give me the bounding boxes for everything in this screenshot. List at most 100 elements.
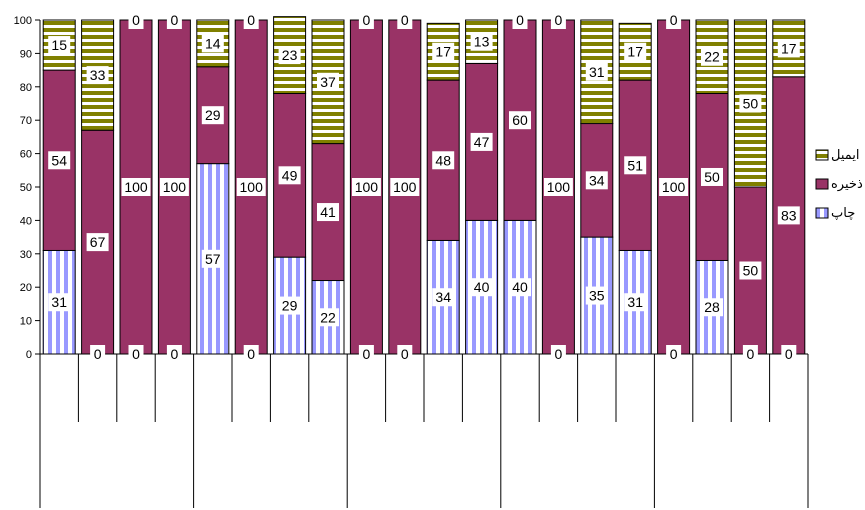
- data-label: 41: [320, 204, 336, 220]
- data-label-background: [243, 345, 259, 363]
- data-label: 22: [320, 309, 336, 325]
- data-label: 0: [555, 346, 563, 362]
- data-label-background: [278, 166, 301, 185]
- data-label-background: [358, 345, 374, 363]
- data-label: 0: [401, 346, 409, 362]
- y-tick-label: 30: [20, 249, 32, 261]
- data-label: 0: [94, 346, 102, 362]
- data-label-background: [121, 178, 151, 196]
- data-label-background: [201, 34, 224, 53]
- legend-label: چاپ: [831, 205, 855, 220]
- data-label: 29: [205, 107, 221, 123]
- y-tick-label: 100: [14, 15, 32, 27]
- data-label-background: [742, 345, 758, 363]
- data-label: 31: [589, 64, 605, 80]
- data-label-background: [48, 151, 71, 170]
- data-label: 0: [670, 346, 678, 362]
- legend-swatch: [815, 149, 829, 161]
- data-label-background: [236, 178, 266, 196]
- data-label-background: [470, 32, 493, 51]
- data-label-background: [470, 278, 493, 297]
- data-label: 0: [247, 346, 255, 362]
- data-label: 29: [282, 298, 298, 314]
- data-label: 0: [670, 12, 678, 28]
- data-label: 0: [747, 346, 755, 362]
- data-label: 50: [704, 169, 720, 185]
- data-label: 49: [282, 167, 298, 183]
- data-label-background: [351, 178, 381, 196]
- data-label: 40: [474, 279, 490, 295]
- data-label: 17: [435, 44, 451, 60]
- data-label: 0: [132, 346, 140, 362]
- data-label: 100: [124, 179, 148, 195]
- legend: ایمیل ذخیره چاپ: [815, 147, 863, 220]
- data-label-background: [317, 72, 339, 91]
- data-label-background: [543, 178, 573, 196]
- data-label-background: [397, 11, 413, 29]
- y-tick-label: 60: [20, 149, 32, 161]
- y-tick-label: 0: [26, 349, 32, 361]
- data-label: 50: [743, 96, 759, 112]
- data-label-background: [432, 42, 455, 61]
- data-label-background: [701, 298, 723, 317]
- data-label-background: [432, 288, 455, 307]
- data-label-background: [781, 345, 797, 363]
- data-label-background: [509, 278, 531, 297]
- data-label: 31: [627, 294, 643, 310]
- data-label: 17: [781, 40, 797, 56]
- data-label-background: [390, 178, 420, 196]
- data-label: 51: [627, 157, 643, 173]
- data-label-background: [585, 62, 608, 81]
- data-label-background: [432, 151, 455, 170]
- data-label: 22: [704, 49, 720, 65]
- data-label: 60: [512, 112, 528, 128]
- data-label: 34: [589, 172, 605, 188]
- data-label: 23: [282, 47, 298, 63]
- data-labels: 31 54 15 0 67 33 0 100 0 0 100 0 57 29 14 0 100 0 29 49 23 22…: [48, 11, 800, 363]
- data-label-background: [585, 171, 608, 190]
- data-label: 33: [90, 67, 106, 83]
- data-label-background: [48, 36, 71, 55]
- data-label-background: [317, 203, 339, 222]
- data-label: 0: [363, 12, 371, 28]
- data-label-background: [777, 39, 800, 58]
- legend-label: ذخیره: [831, 176, 863, 192]
- data-label-background: [278, 46, 301, 65]
- data-label-background: [701, 47, 723, 66]
- data-label-background: [777, 206, 800, 225]
- data-label-background: [470, 132, 493, 151]
- data-label-background: [550, 11, 566, 29]
- y-axis: 0 10 20 30 40 50 60 70 80 90 100: [14, 15, 809, 508]
- data-label-background: [624, 42, 647, 61]
- y-tick-label: 90: [20, 48, 32, 60]
- data-label: 13: [474, 34, 490, 50]
- data-label: 15: [51, 37, 67, 53]
- data-label: 100: [547, 179, 571, 195]
- data-label-background: [512, 11, 528, 29]
- data-label: 0: [363, 346, 371, 362]
- y-tick-label: 70: [20, 115, 32, 127]
- data-label-background: [90, 345, 106, 363]
- data-label-background: [666, 11, 682, 29]
- y-tick-label: 50: [20, 182, 32, 194]
- data-label: 0: [171, 346, 179, 362]
- data-label: 54: [51, 152, 67, 168]
- data-label-background: [666, 345, 682, 363]
- y-tick-label: 10: [20, 316, 32, 328]
- data-label: 0: [132, 12, 140, 28]
- data-label: 35: [589, 288, 605, 304]
- data-label-background: [159, 178, 189, 196]
- data-label: 100: [662, 179, 686, 195]
- data-label-background: [128, 11, 144, 29]
- data-label-background: [739, 94, 762, 113]
- legend-label: ایمیل: [831, 147, 860, 162]
- data-label-background: [243, 11, 259, 29]
- data-label: 57: [205, 251, 221, 267]
- data-label-background: [624, 293, 647, 312]
- data-label-background: [550, 345, 566, 363]
- data-label-background: [509, 111, 531, 130]
- data-label: 17: [627, 44, 643, 60]
- data-label-background: [128, 345, 144, 363]
- data-label: 0: [401, 12, 409, 28]
- data-label: 47: [474, 134, 490, 150]
